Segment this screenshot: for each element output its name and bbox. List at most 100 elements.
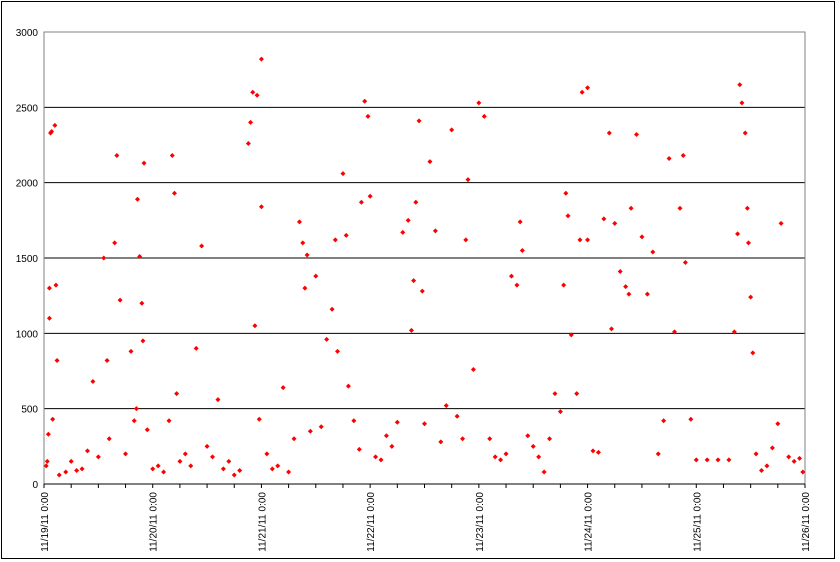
x-tick-label: 11/21/11 0:00	[257, 492, 268, 552]
data-point	[140, 338, 146, 344]
data-point	[405, 217, 411, 223]
data-point	[137, 253, 143, 259]
data-point	[731, 329, 737, 335]
data-point	[608, 326, 614, 332]
data-point	[56, 472, 62, 478]
data-point	[52, 122, 58, 128]
data-point	[252, 323, 258, 329]
data-point	[123, 451, 129, 457]
data-point	[595, 449, 601, 455]
data-point	[427, 159, 433, 165]
x-tick-label: 11/23/11 0:00	[475, 492, 486, 552]
data-point	[585, 237, 591, 243]
data-point	[413, 199, 419, 205]
data-point	[492, 454, 498, 460]
data-point	[104, 357, 110, 363]
data-point	[144, 427, 150, 433]
data-point	[432, 228, 438, 234]
data-point	[797, 455, 803, 461]
data-point	[525, 433, 531, 439]
data-point	[688, 416, 694, 422]
data-point	[476, 100, 482, 106]
x-axis	[43, 483, 806, 488]
data-point	[626, 291, 632, 297]
data-point	[134, 196, 140, 202]
x-tick-label: 11/20/11 0:00	[149, 492, 160, 552]
data-point	[633, 131, 639, 137]
data-point	[231, 472, 237, 478]
data-point	[49, 128, 55, 134]
data-point	[742, 130, 748, 136]
data-point	[44, 458, 50, 464]
data-point	[557, 409, 563, 415]
data-point	[356, 446, 362, 452]
data-point	[449, 127, 455, 133]
data-point	[139, 300, 145, 306]
data-point	[650, 249, 656, 255]
data-point	[150, 466, 156, 472]
data-point	[68, 458, 74, 464]
y-tick-label: 500	[21, 405, 38, 416]
data-point	[106, 436, 112, 442]
data-point	[552, 391, 558, 397]
data-point	[514, 282, 520, 288]
data-point	[438, 439, 444, 445]
data-point	[778, 220, 784, 226]
data-point	[84, 448, 90, 454]
gridlines	[43, 31, 806, 485]
data-point	[345, 383, 351, 389]
data-point	[519, 247, 525, 253]
data-point	[737, 82, 743, 88]
data-point	[400, 229, 406, 235]
data-point	[745, 240, 751, 246]
data-point	[487, 436, 493, 442]
data-point	[307, 428, 313, 434]
data-point	[280, 385, 286, 391]
data-point	[188, 463, 194, 469]
data-point	[530, 443, 536, 449]
data-point	[677, 205, 683, 211]
data-point	[112, 240, 118, 246]
data-point	[46, 315, 52, 321]
y-tick-label: 3000	[16, 28, 39, 39]
data-point	[394, 419, 400, 425]
data-point	[577, 237, 583, 243]
data-point	[220, 466, 226, 472]
data-point	[800, 469, 806, 475]
data-point	[508, 273, 514, 279]
data-point	[739, 100, 745, 106]
data-point	[481, 113, 487, 119]
x-tick-label: 11/24/11 0:00	[584, 492, 595, 552]
data-point	[324, 336, 330, 342]
data-point	[199, 243, 205, 249]
data-point	[131, 418, 137, 424]
data-point	[612, 220, 618, 226]
data-point	[503, 451, 509, 457]
data-point	[174, 391, 180, 397]
data-point	[764, 463, 770, 469]
data-point	[383, 433, 389, 439]
data-point	[362, 98, 368, 104]
data-point	[411, 278, 417, 284]
data-point	[161, 469, 167, 475]
data-point	[329, 306, 335, 312]
data-point	[296, 219, 302, 225]
data-point	[318, 424, 324, 430]
data-point	[335, 348, 341, 354]
data-point	[563, 190, 569, 196]
x-tick-label: 11/22/11 0:00	[366, 492, 377, 552]
data-point	[286, 469, 292, 475]
data-point	[568, 332, 574, 338]
data-point	[416, 118, 422, 124]
data-point	[735, 231, 741, 237]
data-point	[547, 436, 553, 442]
data-point	[606, 130, 612, 136]
data-point	[256, 416, 262, 422]
data-point	[786, 454, 792, 460]
data-point	[373, 454, 379, 460]
data-point	[101, 255, 107, 261]
data-point	[460, 436, 466, 442]
data-point	[769, 445, 775, 451]
data-point	[275, 463, 281, 469]
